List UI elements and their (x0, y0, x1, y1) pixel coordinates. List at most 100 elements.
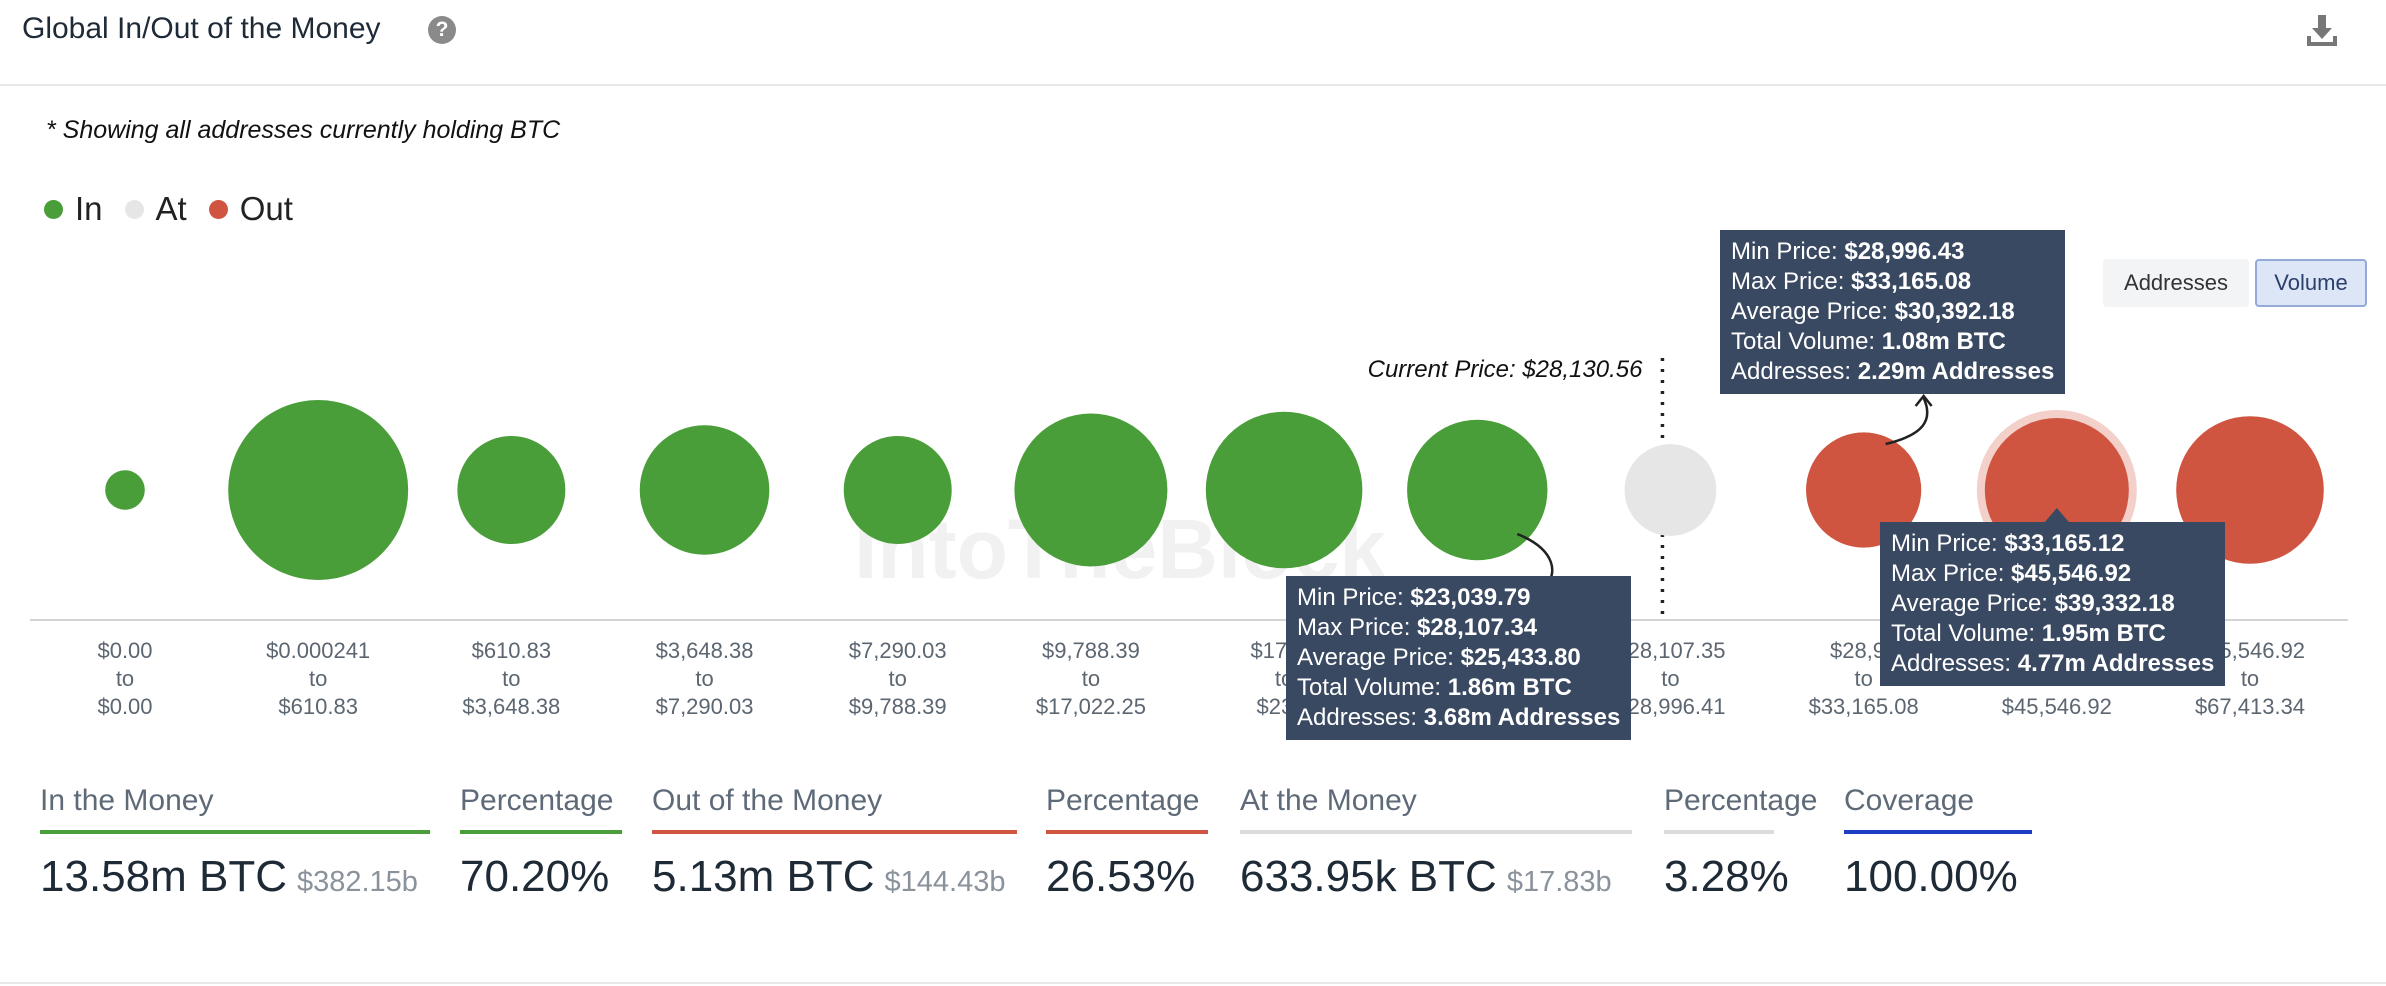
stat-underline (40, 830, 430, 834)
tooltip-row-value: $39,332.18 (2054, 590, 2175, 617)
stat-value: 3.28% (1664, 852, 1789, 901)
stat-value: 13.58m BTC (40, 852, 287, 901)
tooltip-row-label: Max Price: (1297, 614, 1418, 641)
tick-label-to: to (116, 666, 134, 691)
tooltip-row-value: $25,433.80 (1460, 644, 1581, 671)
tick-label-to: to (2241, 666, 2259, 691)
stat-label: Percentage (1664, 784, 1818, 817)
tick-label-to-value: $610.83 (278, 694, 358, 719)
stat-usd-value: $17.83b (1506, 866, 1612, 898)
tick-label-from: $0.00 (97, 638, 152, 663)
legend-label-in: In (75, 190, 103, 227)
stat-value: 26.53% (1046, 852, 1196, 901)
tooltip-row-value: 1.86m BTC (1447, 674, 1572, 701)
panel-header: Global In/Out of the Money ? (0, 0, 2386, 86)
stat-usd-value: $382.15b (296, 866, 418, 898)
stat-value-row: 633.95k BTC $17.83b (1240, 852, 1632, 902)
stat-label: In the Money (40, 784, 214, 817)
stat-label: Coverage (1844, 784, 1975, 817)
tooltip-row-label: Total Volume: (1297, 674, 1448, 701)
stat-underline (1240, 830, 1632, 834)
tooltip-row: Total Volume: 1.86m BTC (1297, 673, 1620, 703)
tick-label-from: $28,107.35 (1615, 638, 1725, 663)
tick-label-to-value: $17,022.25 (1036, 694, 1146, 719)
legend-item-out[interactable]: Out (208, 190, 293, 228)
footer-divider (0, 982, 2386, 984)
legend-label-out: Out (239, 190, 293, 227)
addresses-toggle-button[interactable]: Addresses (2103, 259, 2249, 307)
tooltip-connector (1885, 397, 1929, 446)
bubble-at (1624, 444, 1717, 536)
tick-label-to-value: $0.00 (97, 694, 152, 719)
bubble-in (843, 436, 952, 544)
tooltip-row-label: Total Volume: (1891, 620, 2042, 647)
volume-toggle-button[interactable]: Volume (2255, 259, 2367, 307)
stat-label: Percentage (460, 784, 614, 817)
tooltip-row-value: 3.68m Addresses (1423, 704, 1621, 731)
tooltip-row-value: $45,546.92 (2011, 560, 2132, 587)
tooltip-row: Total Volume: 1.08m BTC (1731, 327, 2054, 357)
tooltip-connector-arrow (1914, 393, 1933, 407)
tick-label-to: to (1082, 666, 1100, 691)
tooltip-row: Addresses: 2.29m Addresses (1731, 357, 2054, 387)
stat-value: 633.95k BTC (1240, 852, 1497, 901)
tooltip-row-value: 1.08m BTC (1881, 328, 2006, 355)
tooltip-row-label: Average Price: (1297, 644, 1461, 671)
bubble-in (1407, 419, 1548, 561)
legend-label-at: At (155, 190, 187, 227)
summary-stats: In the Money 13.58m BTC $382.15b Percentage… (0, 784, 2386, 934)
tooltip-row: Max Price: $33,165.08 (1731, 267, 2054, 297)
tick-label-to: to (502, 666, 520, 691)
tick-label-to-value: $7,290.03 (656, 694, 754, 719)
stat-percentage: Percentage 70.20% (460, 784, 622, 902)
tooltip-row-value: 2.29m Addresses (1857, 358, 2055, 385)
bubble-in (105, 470, 145, 510)
tick-label-to-value: $9,788.39 (849, 694, 947, 719)
stat-value-row: 5.13m BTC $144.43b (652, 852, 1017, 902)
stat-value-row: 100.00% (1844, 852, 2032, 902)
tooltip-row-label: Max Price: (1891, 560, 2012, 587)
tooltip-row-value: 4.77m Addresses (2017, 650, 2215, 677)
tick-label-to: to (695, 666, 713, 691)
tooltip-row-value: $33,165.12 (2004, 530, 2125, 557)
stat-underline (1844, 830, 2032, 834)
stat-at-the-money: At the Money 633.95k BTC $17.83b (1240, 784, 1632, 902)
stat-value-row: 13.58m BTC $382.15b (40, 852, 430, 902)
stat-value: 70.20% (460, 852, 610, 901)
tick-label-from: $3,648.38 (656, 638, 754, 663)
tooltip-row-value: $28,107.34 (1417, 614, 1538, 641)
legend-item-in[interactable]: In (44, 190, 103, 228)
stat-underline (1046, 830, 1208, 834)
stat-in-the-money: In the Money 13.58m BTC $382.15b (40, 784, 430, 902)
tick-label-to: to (1854, 666, 1872, 691)
tick-label-to-value: $3,648.38 (462, 694, 560, 719)
tick-label-to-value: $28,996.41 (1615, 694, 1725, 719)
stat-percentage: Percentage 26.53% (1046, 784, 1208, 902)
download-icon[interactable] (2304, 12, 2340, 48)
tooltip-row-label: Max Price: (1731, 268, 1852, 295)
tooltip-row-value: $30,392.18 (1894, 298, 2015, 325)
tooltip-row-value: $28,996.43 (1844, 238, 1965, 265)
tooltip-row: Max Price: $45,546.92 (1891, 559, 2214, 589)
tick-label-to: to (889, 666, 907, 691)
legend-item-at[interactable]: At (124, 190, 187, 228)
tooltip-row: Min Price: $28,996.43 (1731, 237, 2054, 267)
tooltip-row: Average Price: $25,433.80 (1297, 643, 1620, 673)
tooltip-row: Total Volume: 1.95m BTC (1891, 619, 2214, 649)
tooltip-row-label: Min Price: (1891, 530, 2005, 557)
stat-label: Percentage (1046, 784, 1200, 817)
holding-note: * Showing all addresses currently holdin… (46, 116, 561, 144)
bubble-out (1806, 432, 1922, 548)
tooltip-row-label: Total Volume: (1731, 328, 1882, 355)
tooltip-row-label: Average Price: (1731, 298, 1895, 325)
stat-out-of-the-money: Out of the Money 5.13m BTC $144.43b (652, 784, 1017, 902)
legend-dot-at (124, 199, 144, 219)
tooltip-row: Addresses: 4.77m Addresses (1891, 649, 2214, 679)
tick-label-from: $7,290.03 (849, 638, 947, 663)
tooltip-row-label: Min Price: (1731, 238, 1845, 265)
tooltip-row: Max Price: $28,107.34 (1297, 613, 1620, 643)
stat-underline (1664, 830, 1774, 834)
tooltip-row: Average Price: $39,332.18 (1891, 589, 2214, 619)
question-circle-icon[interactable]: ? (428, 16, 456, 44)
tick-label-from: $0.000241 (266, 638, 370, 663)
